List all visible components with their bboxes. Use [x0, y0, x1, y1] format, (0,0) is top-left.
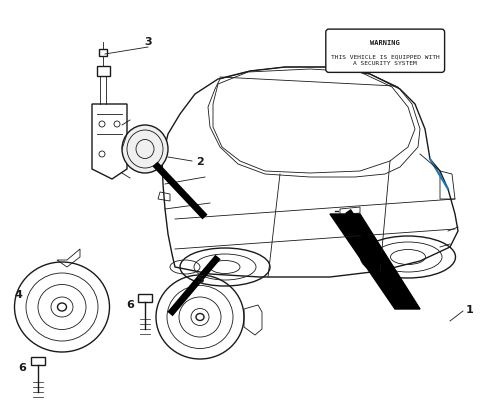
Text: THIS VEHICLE IS EQUIPPED WITH
A SECURITY SYSTEM: THIS VEHICLE IS EQUIPPED WITH A SECURITY… — [331, 54, 440, 66]
Polygon shape — [330, 214, 420, 309]
Text: 1: 1 — [466, 304, 474, 314]
FancyBboxPatch shape — [326, 30, 444, 73]
Text: 4: 4 — [14, 289, 22, 299]
Text: WARNING: WARNING — [371, 40, 400, 46]
Text: 2: 2 — [196, 157, 204, 166]
Text: 5: 5 — [196, 274, 204, 284]
Ellipse shape — [122, 126, 168, 173]
Text: 6: 6 — [126, 299, 134, 309]
Text: 3: 3 — [144, 37, 152, 47]
Text: 6: 6 — [18, 362, 26, 372]
